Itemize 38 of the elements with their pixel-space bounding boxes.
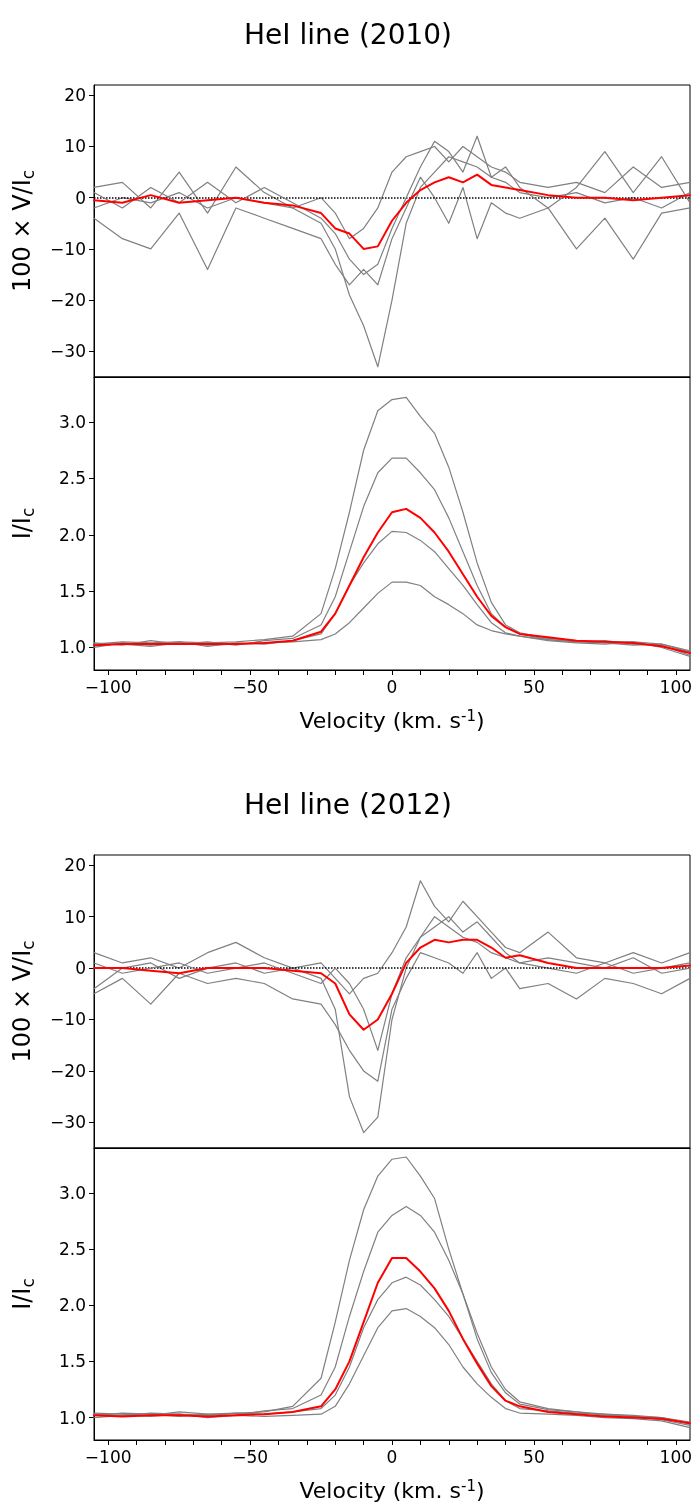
y-tick-label: 1.0: [58, 637, 86, 658]
x-tick-label: 50: [523, 676, 545, 697]
y-tick-label: 1.5: [58, 581, 86, 602]
y-tick-label: 1.0: [58, 1407, 86, 1428]
y-tick-label: −20: [50, 1060, 86, 1081]
x-tick-label: 0: [386, 676, 398, 697]
x-tick-label: 0: [386, 1446, 398, 1467]
chart-title: HeI line (2010): [244, 17, 452, 51]
y-tick-label: 1.5: [58, 1351, 86, 1372]
x-tick-label: 100: [659, 1446, 693, 1467]
y-tick-label: 2.5: [58, 1239, 86, 1260]
x-tick-label: −50: [232, 676, 269, 697]
y-tick-label: 0: [75, 958, 86, 979]
y-tick-label: 10: [64, 136, 86, 157]
y-axis-title: I/Ic: [8, 1278, 38, 1310]
x-tick-label: −50: [232, 1446, 269, 1467]
x-tick-label: 50: [523, 1446, 545, 1467]
y-tick-label: 2.0: [58, 524, 86, 545]
y-tick-label: 10: [64, 906, 86, 927]
x-tick-label: 100: [659, 676, 693, 697]
x-tick-label: −100: [84, 1446, 132, 1467]
y-tick-label: −30: [50, 341, 86, 362]
y-tick-label: 2.5: [58, 468, 86, 489]
y-tick-label: −30: [50, 1112, 86, 1133]
chart-title: HeI line (2012): [244, 787, 452, 821]
y-axis-title: 100 × V/Ic: [8, 940, 38, 1063]
y-tick-label: −10: [50, 238, 86, 259]
y-tick-label: 20: [64, 855, 86, 876]
y-axis-title: I/Ic: [8, 507, 38, 540]
y-tick-label: 0: [75, 187, 86, 208]
y-tick-label: 3.0: [58, 412, 86, 433]
y-tick-label: 3.0: [58, 1182, 86, 1203]
y-axis-title: 100 × V/Ic: [8, 169, 38, 293]
y-tick-label: −20: [50, 290, 86, 311]
y-tick-label: −10: [50, 1009, 86, 1030]
x-tick-label: −100: [84, 676, 132, 697]
y-tick-label: 2.0: [58, 1295, 86, 1316]
y-tick-label: 20: [64, 85, 86, 106]
